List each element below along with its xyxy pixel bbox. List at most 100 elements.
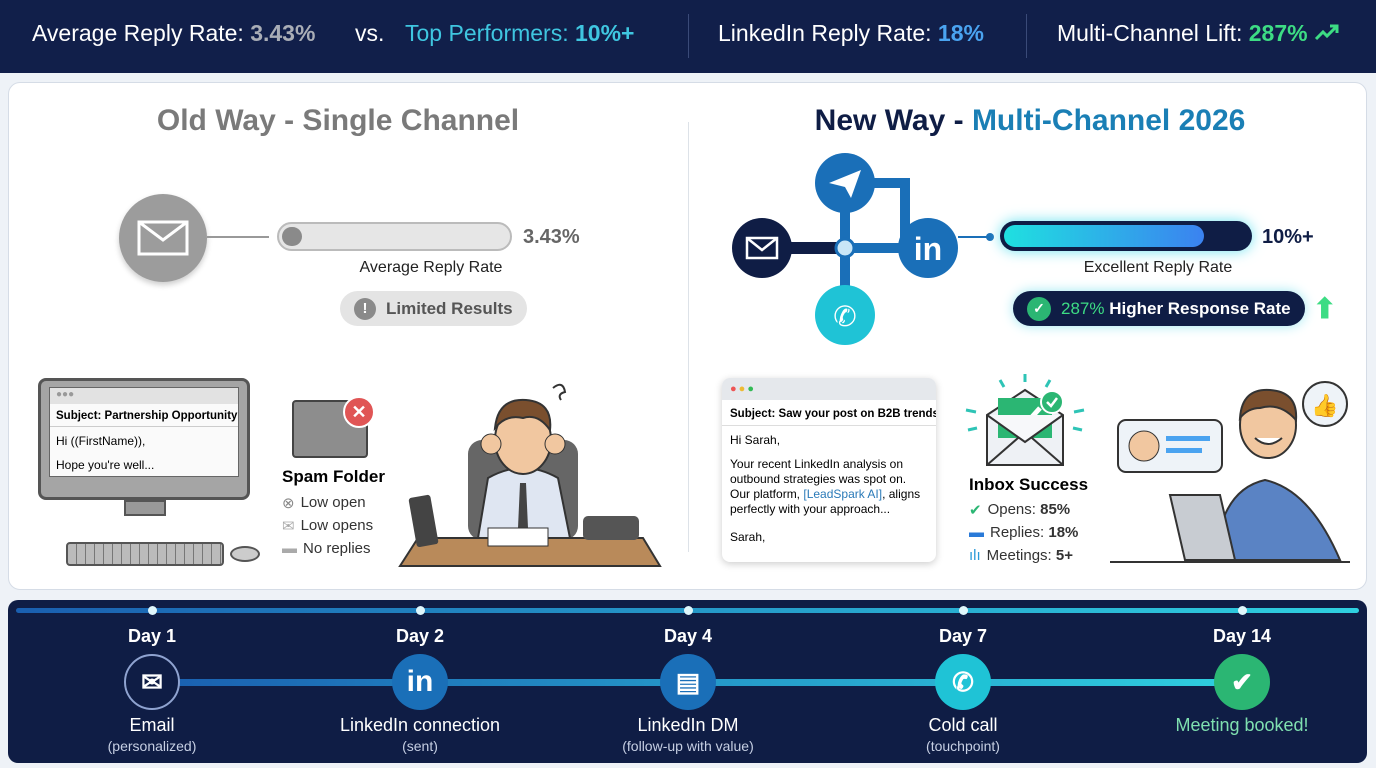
envelope-icon: ✉: [124, 654, 180, 710]
old-email-window: ●●● Subject: Partnership Opportunity Hi …: [49, 387, 239, 477]
connector: [207, 236, 269, 238]
limited-results-badge: ! Limited Results: [340, 291, 527, 326]
item-text: No replies: [303, 540, 371, 557]
step-title: Meeting booked!: [1175, 715, 1309, 735]
new-way-accent: Multi-Channel 2026: [971, 104, 1246, 137]
send-icon: [815, 153, 875, 213]
old-rate-label: Average Reply Rate: [359, 259, 503, 276]
body-text: Your recent LinkedIn analysis on outboun…: [730, 457, 907, 501]
mouse-illustration: [230, 546, 260, 562]
step-subtitle: (follow-up with value): [622, 738, 754, 754]
new-email-greeting: Hi Sarah,: [730, 433, 781, 447]
envelope-icon: [732, 218, 792, 278]
stat-value: 5+: [1055, 547, 1073, 564]
inbox-success-icon: [965, 374, 1085, 466]
new-rate-value: 10%+: [1262, 226, 1314, 248]
avg-value: 3.43%: [250, 20, 316, 46]
lift-stat: Multi-Channel Lift: 287%: [1057, 20, 1340, 47]
new-reply-rate-fill: [1004, 225, 1205, 247]
x-circle-icon: ⊗: [282, 494, 295, 512]
stat-value: 85%: [1040, 501, 1071, 518]
envelope-icon: [119, 194, 207, 282]
section-divider: [688, 122, 689, 552]
chat-icon: ▤: [660, 654, 716, 710]
limited-results-text: Limited Results: [386, 298, 513, 318]
step-subtitle: (touchpoint): [926, 738, 1000, 754]
chat-icon: ▬: [282, 540, 297, 557]
old-way-title: Old Way - Single Channel: [156, 104, 520, 137]
list-item: ▬ No replies: [282, 537, 373, 560]
trend-up-icon: [1314, 24, 1339, 41]
phone-icon: ✆: [935, 654, 991, 710]
envelope-down-icon: ✉: [282, 517, 295, 535]
comparison-card: [8, 82, 1367, 590]
timeline-marker: [959, 606, 968, 615]
timeline-marker: [684, 606, 693, 615]
new-email-subject: Subject: Saw your post on B2B trends.: [722, 400, 936, 426]
monitor-illustration: ●●● Subject: Partnership Opportunity Hi …: [38, 378, 250, 500]
step-title: LinkedIn DM: [637, 715, 739, 735]
exclamation-icon: !: [354, 297, 376, 320]
badge-value: 287%: [1061, 298, 1105, 318]
divider: [1026, 14, 1027, 58]
svg-text:👍: 👍: [1311, 393, 1338, 418]
list-item: ▬ Replies: 18%: [969, 521, 1078, 544]
higher-response-badge: ✓ 287% Higher Response Rate: [1013, 291, 1305, 326]
divider: [688, 14, 689, 58]
svg-text:in: in: [914, 231, 942, 267]
linkedin-stat: LinkedIn Reply Rate: 18%: [718, 20, 984, 47]
timeline-step-label: Email (personalized): [108, 715, 197, 754]
svg-text:✆: ✆: [833, 301, 856, 332]
step-title: LinkedIn connection: [339, 715, 501, 735]
channel-network: in ✆: [732, 153, 994, 345]
old-email-body: Hope you're well...: [56, 458, 155, 472]
arrow-up-icon: ⬆: [1313, 293, 1337, 324]
timeline-marker: [1238, 606, 1247, 615]
timeline-step-label: Meeting booked!: [1175, 715, 1308, 738]
step-title: Cold call: [928, 715, 998, 735]
check-icon: ✓: [1027, 296, 1051, 321]
window-dots: ●●●: [722, 378, 936, 400]
audio-bars-icon: ılı: [969, 547, 981, 564]
avg-reply-stat: Average Reply Rate: 3.43%: [32, 20, 315, 47]
new-rate-label: Excellent Reply Rate: [1083, 259, 1233, 276]
new-email-body: Your recent LinkedIn analysis on outboun…: [722, 447, 936, 517]
check-icon: ✔: [1214, 654, 1270, 710]
linkedin-icon: in: [898, 218, 958, 278]
top-performers-stat: Top Performers: 10%+: [405, 20, 634, 47]
timeline-marker: [148, 606, 157, 615]
keyboard-illustration: [66, 542, 224, 566]
old-reply-rate-fill: [282, 227, 302, 246]
outreach-timeline: Day 1 ✉ Email (personalized) Day 2 in Lin…: [8, 600, 1367, 763]
new-email-signoff: Sarah,: [730, 530, 766, 544]
list-item: ✉ Low opens: [282, 514, 373, 537]
lift-value: 287%: [1248, 20, 1308, 46]
item-text: Low opens: [300, 517, 374, 534]
spam-list: ⊗ Low open ✉ Low opens ▬ No replies: [282, 491, 373, 560]
avg-label: Average Reply Rate:: [32, 20, 244, 46]
linkedin-icon: in: [392, 654, 448, 710]
happy-person-illustration: 👍: [1110, 381, 1350, 563]
old-reply-rate-bar: [277, 222, 512, 251]
step-subtitle: (personalized): [107, 738, 197, 754]
list-item: ✔ Opens: 85%: [969, 498, 1078, 521]
list-item: ⊗ Low open: [282, 491, 373, 514]
window-dots: ●●●: [50, 388, 238, 404]
timeline-day: Day 14: [1212, 626, 1272, 646]
top-value: 10%+: [575, 20, 635, 46]
monitor-stand: [124, 500, 166, 516]
step-title: Email: [129, 715, 175, 735]
hub-node: [834, 237, 856, 259]
inbox-success-title: Inbox Success: [969, 475, 1089, 494]
stat-label: Meetings:: [986, 547, 1056, 564]
spam-folder-title: Spam Folder: [282, 467, 385, 486]
timeline-day: Day 7: [938, 626, 988, 646]
stat-value: 18%: [1048, 524, 1079, 541]
lift-label: Multi-Channel Lift:: [1057, 20, 1243, 46]
leadspark-link[interactable]: [LeadSpark AI]: [803, 487, 883, 501]
new-way-prefix: New Way -: [814, 104, 972, 137]
phone-icon: ✆: [815, 285, 875, 345]
new-reply-rate-bar: [1000, 221, 1252, 251]
list-item: ılı Meetings: 5+: [969, 544, 1078, 567]
timeline-step-label: Cold call (touchpoint): [926, 715, 1000, 754]
